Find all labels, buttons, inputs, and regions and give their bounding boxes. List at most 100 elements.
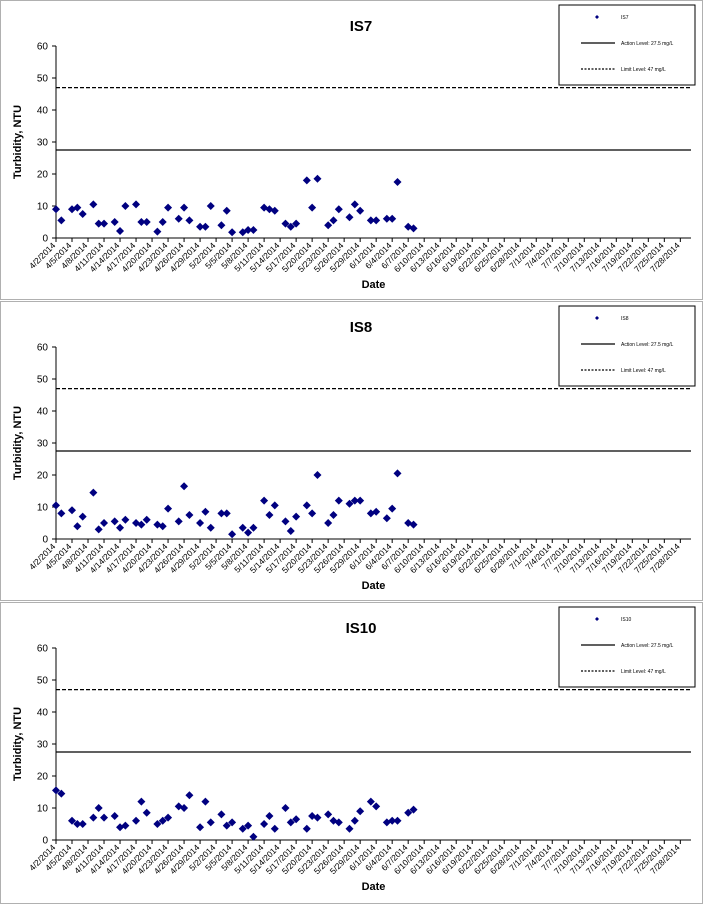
legend-marker bbox=[595, 316, 599, 320]
data-point bbox=[196, 823, 205, 832]
data-point bbox=[281, 804, 290, 812]
data-point bbox=[57, 789, 66, 798]
y-tick-label: 60 bbox=[37, 42, 49, 53]
data-point bbox=[329, 216, 338, 225]
data-point bbox=[180, 203, 189, 212]
data-point bbox=[382, 514, 391, 523]
data-point bbox=[89, 813, 98, 822]
data-point bbox=[356, 807, 365, 816]
chart-title: IS7 bbox=[350, 18, 373, 35]
data-point bbox=[196, 222, 205, 231]
data-point bbox=[137, 797, 146, 806]
data-point bbox=[350, 200, 359, 209]
data-point bbox=[206, 523, 215, 532]
y-tick-label: 60 bbox=[37, 644, 49, 655]
data-point bbox=[121, 202, 130, 210]
data-point bbox=[244, 226, 253, 234]
data-point bbox=[292, 512, 301, 521]
data-point bbox=[206, 202, 215, 210]
data-point bbox=[116, 523, 125, 532]
data-point bbox=[313, 813, 322, 822]
data-point bbox=[334, 818, 343, 827]
data-point bbox=[158, 218, 167, 226]
y-tick-label: 50 bbox=[37, 375, 49, 386]
data-point bbox=[286, 818, 295, 827]
legend-box bbox=[558, 606, 696, 688]
data-point bbox=[110, 812, 119, 820]
chart-panel-is10: IS10 Turbidity, NTU 0 10 20 30 40 50 60 4/2/2014 4… bbox=[0, 602, 703, 904]
data-point bbox=[265, 511, 274, 519]
data-point bbox=[270, 501, 279, 510]
data-point bbox=[73, 820, 82, 828]
data-point bbox=[158, 522, 167, 531]
data-point bbox=[324, 221, 333, 230]
y-tick-label: 40 bbox=[37, 407, 49, 418]
x-axis-label: Date bbox=[362, 279, 386, 291]
y-tick-label: 0 bbox=[42, 234, 48, 245]
legend-label: IS7 bbox=[621, 15, 629, 21]
data-point bbox=[73, 203, 82, 212]
y-tick-label: 30 bbox=[37, 439, 49, 450]
chart-title: IS10 bbox=[346, 620, 377, 637]
y-tick-label: 50 bbox=[37, 74, 49, 85]
y-tick-label: 40 bbox=[37, 708, 49, 719]
y-tick-label: 30 bbox=[37, 138, 49, 149]
data-point bbox=[78, 820, 87, 828]
data-point bbox=[180, 804, 189, 812]
data-point bbox=[185, 216, 194, 225]
data-point bbox=[153, 227, 162, 236]
data-point bbox=[94, 219, 103, 228]
legend-label: IS8 bbox=[621, 316, 629, 322]
data-point bbox=[132, 816, 141, 825]
data-point bbox=[329, 511, 338, 519]
data-point bbox=[292, 815, 301, 824]
data-point bbox=[228, 530, 237, 539]
data-point bbox=[313, 174, 322, 183]
data-point bbox=[68, 506, 77, 515]
data-point bbox=[249, 832, 258, 841]
legend-label: IS10 bbox=[621, 617, 632, 623]
y-tick-label: 60 bbox=[37, 343, 49, 354]
data-point bbox=[308, 509, 317, 518]
data-point bbox=[142, 515, 151, 524]
data-point bbox=[100, 813, 109, 822]
data-point bbox=[174, 214, 183, 223]
data-point bbox=[302, 501, 311, 510]
data-point bbox=[265, 812, 274, 820]
data-point bbox=[52, 501, 60, 510]
data-point bbox=[137, 218, 146, 226]
data-point bbox=[238, 824, 247, 833]
data-point bbox=[281, 517, 290, 526]
data-point bbox=[302, 176, 311, 185]
y-axis-label: Turbidity, NTU bbox=[12, 406, 24, 480]
data-point bbox=[334, 205, 343, 214]
data-point bbox=[222, 821, 231, 830]
y-tick-label: 20 bbox=[37, 772, 49, 783]
data-point bbox=[238, 523, 247, 532]
data-point bbox=[308, 203, 317, 212]
data-point bbox=[158, 816, 167, 825]
data-point bbox=[270, 206, 279, 215]
legend-box bbox=[558, 305, 696, 387]
data-point bbox=[164, 504, 173, 513]
data-point bbox=[350, 816, 359, 825]
chart-title: IS8 bbox=[350, 319, 373, 336]
legend-marker bbox=[595, 617, 599, 621]
legend-label: Action Level: 27.5 mg/L bbox=[621, 643, 673, 649]
data-point bbox=[366, 797, 375, 806]
data-point bbox=[153, 820, 162, 828]
data-point bbox=[356, 206, 365, 215]
data-point bbox=[382, 214, 391, 223]
y-axis-label: Turbidity, NTU bbox=[12, 707, 24, 781]
data-point bbox=[121, 821, 130, 830]
data-point bbox=[244, 528, 253, 537]
legend-label: Action Level: 27.5 mg/L bbox=[621, 342, 673, 348]
data-point bbox=[356, 496, 365, 505]
data-point bbox=[185, 791, 194, 800]
data-point bbox=[404, 808, 413, 817]
data-point bbox=[78, 210, 87, 218]
y-tick-label: 20 bbox=[37, 170, 49, 181]
data-point bbox=[228, 228, 237, 237]
